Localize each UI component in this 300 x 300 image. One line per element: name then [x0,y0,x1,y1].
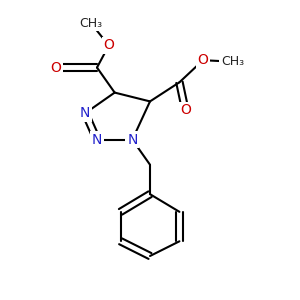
Text: O: O [103,38,114,52]
Text: O: O [50,61,61,75]
Text: N: N [127,133,137,147]
Text: CH₃: CH₃ [80,17,103,30]
Text: O: O [180,103,191,117]
Text: CH₃: CH₃ [221,55,244,68]
Text: O: O [198,53,208,67]
Text: N: N [92,133,102,147]
Text: N: N [80,106,90,120]
